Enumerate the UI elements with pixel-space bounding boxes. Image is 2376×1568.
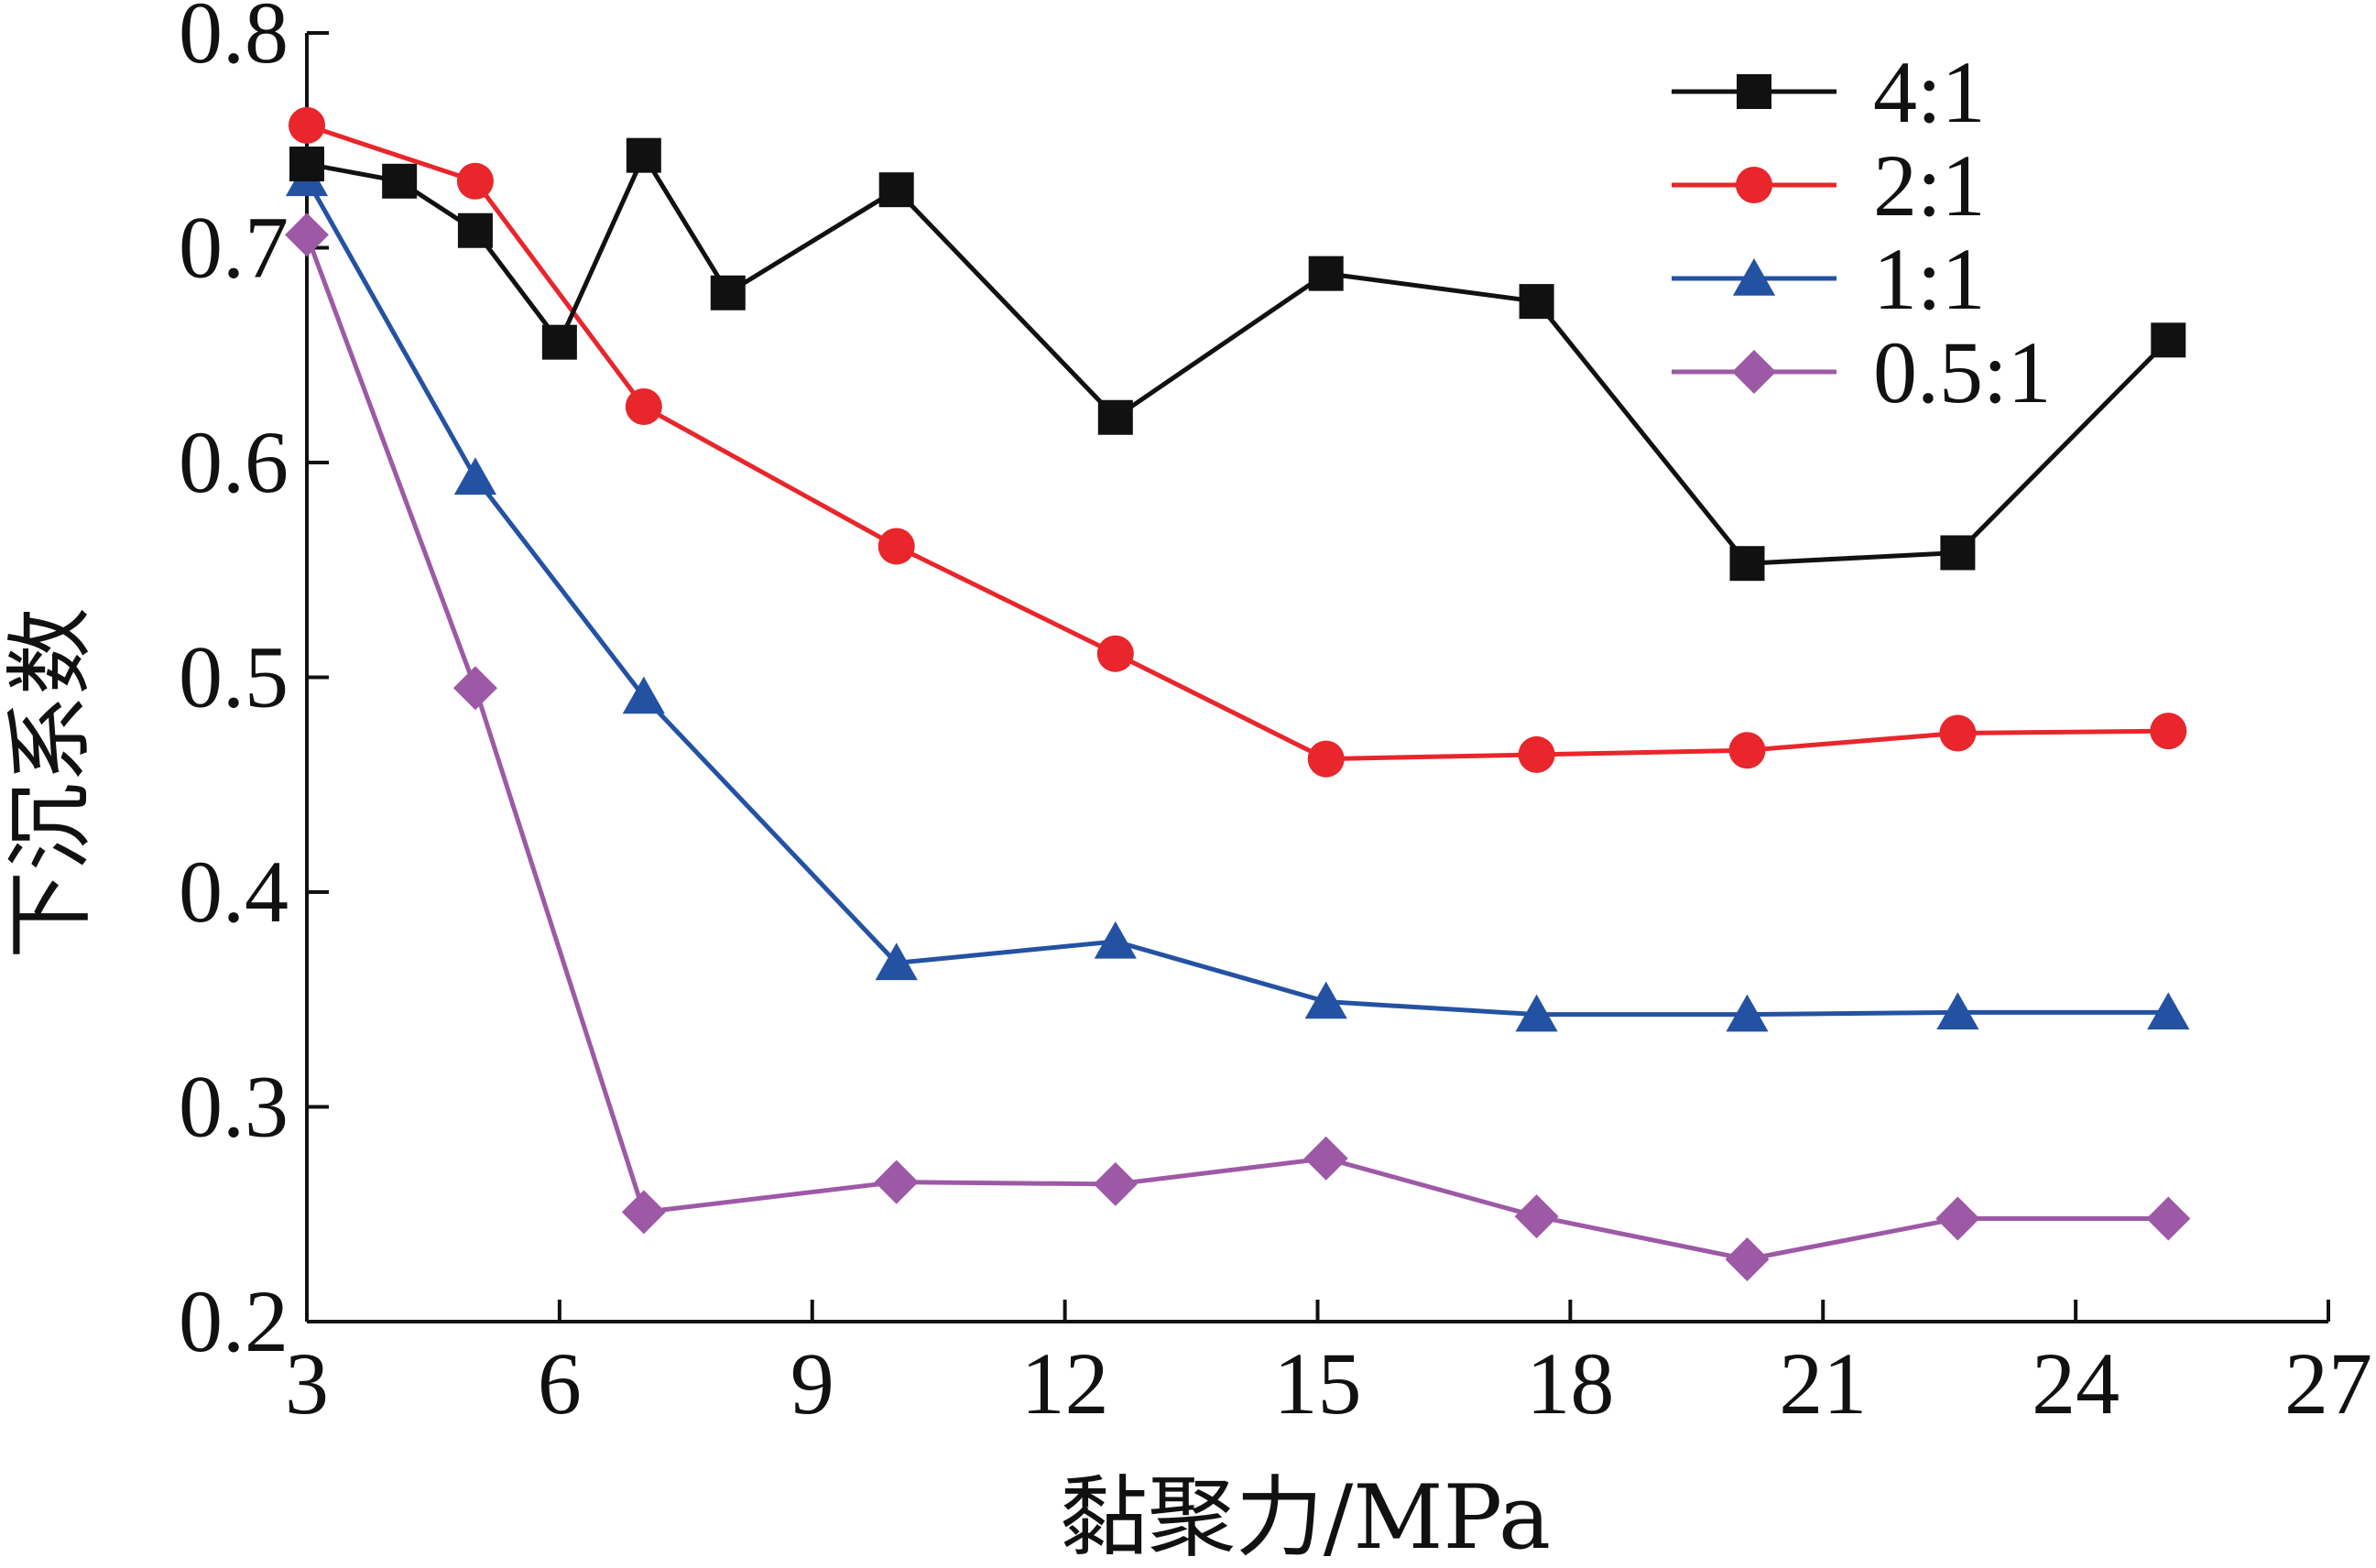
data-point-square	[1519, 284, 1554, 320]
data-point-triangle	[1732, 258, 1776, 296]
series-0-5-1	[285, 212, 2191, 1281]
y-axis-title: 下沉系数	[0, 607, 102, 959]
data-point-circle	[1096, 635, 1134, 672]
x-tick-label: 12	[1021, 1334, 1109, 1432]
data-point-diamond	[1725, 1236, 1770, 1281]
y-tick-label: 0.7	[179, 199, 289, 297]
x-tick-label: 9	[790, 1334, 834, 1432]
data-point-square	[1097, 399, 1133, 435]
data-point-square	[1940, 535, 1976, 571]
series-line	[304, 234, 2169, 1262]
data-point-square	[626, 137, 661, 173]
data-point-square	[1737, 74, 1771, 109]
x-tick-label: 27	[2284, 1334, 2372, 1432]
data-point-circle	[877, 528, 915, 565]
data-point-square	[710, 275, 746, 310]
y-tick-label: 0.3	[179, 1058, 289, 1156]
series-2-1	[289, 106, 2187, 778]
y-tick-label: 0.2	[179, 1272, 289, 1370]
x-tick-label: 24	[2032, 1334, 2120, 1432]
data-point-diamond	[2146, 1196, 2191, 1241]
data-point-diamond	[621, 1190, 666, 1235]
legend-item: 0.5:1	[1672, 323, 2052, 421]
data-point-triangle	[622, 676, 665, 714]
legend-label: 2:1	[1873, 136, 1986, 234]
series-group	[285, 106, 2191, 1281]
legend-label: 4:1	[1873, 43, 1986, 141]
x-tick-label: 15	[1274, 1334, 1362, 1432]
legend: 4:12:11:10.5:1	[1672, 43, 2052, 421]
data-point-triangle	[1936, 992, 1979, 1030]
data-point-square	[289, 147, 324, 182]
legend-item: 2:1	[1672, 136, 1986, 234]
x-tick-label: 21	[1779, 1334, 1867, 1432]
data-point-diamond	[1514, 1194, 1559, 1239]
data-point-circle	[1736, 167, 1772, 203]
data-point-circle	[289, 106, 325, 144]
data-point-circle	[1939, 714, 1977, 752]
data-point-square	[541, 324, 577, 360]
data-point-square	[1729, 546, 1765, 582]
data-point-triangle	[875, 942, 918, 981]
data-point-diamond	[1303, 1136, 1348, 1181]
series-4-1	[289, 137, 2186, 582]
ticks: 3 6 9 12 15 18 21 24 27 0.2 0.3 0.4 0.5 0.6 0.7 0.8	[179, 0, 2372, 1432]
data-point-triangle	[1515, 994, 1558, 1032]
series-line	[304, 178, 2169, 1018]
data-point-diamond	[1093, 1161, 1138, 1206]
data-point-circle	[456, 162, 494, 200]
x-tick-label: 6	[538, 1334, 582, 1432]
data-point-square	[2151, 322, 2186, 358]
data-point-diamond	[874, 1160, 919, 1204]
x-tick-label: 18	[1526, 1334, 1614, 1432]
data-point-circle	[1728, 732, 1766, 769]
data-point-triangle	[1304, 981, 1347, 1019]
data-point-triangle	[1094, 920, 1137, 959]
data-point-diamond	[285, 212, 329, 257]
data-point-triangle	[2147, 992, 2190, 1030]
data-point-circle	[2150, 713, 2187, 750]
x-axis-title: 黏聚力/MPa	[1060, 1466, 1551, 1568]
data-point-circle	[1307, 740, 1345, 778]
data-point-square	[457, 212, 493, 248]
y-tick-label: 0.5	[179, 628, 289, 726]
y-tick-label: 0.4	[179, 843, 289, 941]
x-tick-label: 3	[285, 1334, 329, 1432]
y-tick-label: 0.8	[179, 0, 289, 82]
legend-label: 0.5:1	[1873, 323, 2052, 421]
legend-label: 1:1	[1873, 230, 1986, 328]
y-tick-label: 0.6	[179, 413, 289, 511]
data-point-square	[382, 163, 418, 199]
legend-item: 4:1	[1672, 43, 1986, 141]
data-point-triangle	[1726, 994, 1769, 1032]
legend-item: 1:1	[1672, 230, 1986, 328]
data-point-diamond	[1732, 350, 1776, 394]
data-point-circle	[1518, 735, 1555, 773]
data-point-square	[1308, 256, 1344, 291]
data-point-diamond	[452, 666, 497, 711]
series-line	[306, 123, 2169, 762]
data-point-diamond	[1935, 1196, 1980, 1241]
data-point-circle	[625, 388, 662, 426]
data-point-triangle	[453, 457, 497, 495]
data-point-square	[878, 172, 914, 208]
